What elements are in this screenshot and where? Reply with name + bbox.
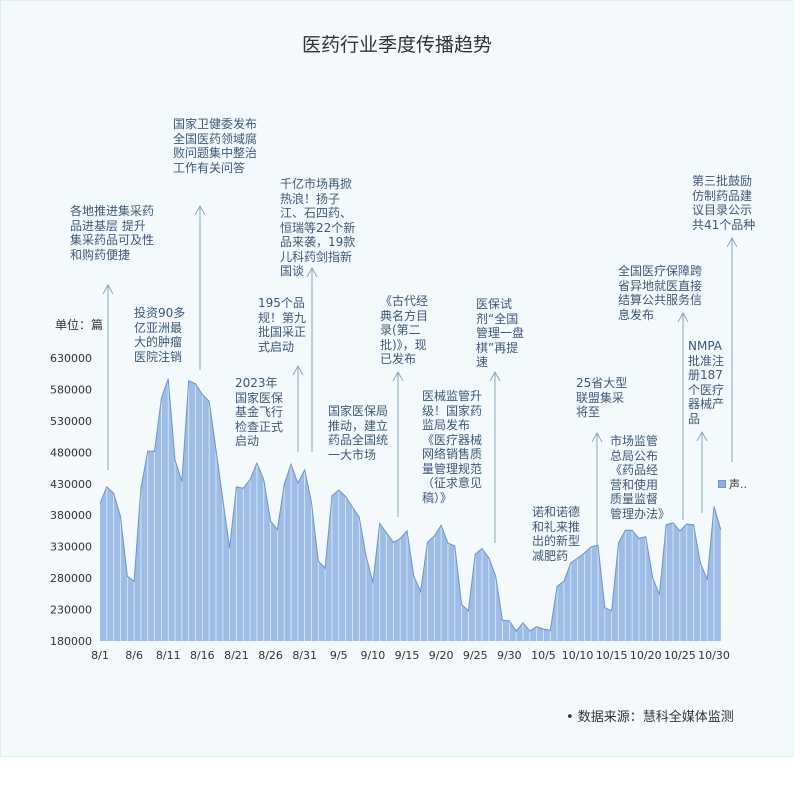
- legend-swatch: [718, 480, 726, 488]
- arrow-up-icon: [306, 266, 318, 278]
- chart-title: 医药行业季度传播趋势: [301, 34, 492, 56]
- x-tick-label: 10/15: [596, 649, 628, 662]
- arrow-up-icon: [292, 364, 304, 376]
- x-tick-label: 9/5: [330, 649, 348, 662]
- annotation-text: 195个品规！第九批国采正式启动: [258, 296, 307, 354]
- y-tick-label: 430000: [50, 478, 92, 491]
- annotation-text: 市场监管总局公布《药品经营和使用质量监督管理办法》: [610, 434, 671, 521]
- x-tick-label: 10/20: [630, 649, 662, 662]
- annotation-text: NMPA批准注册187个医疗器械产品: [688, 339, 725, 426]
- legend-label: 声..: [729, 478, 747, 491]
- unit-label: 单位：篇: [55, 318, 104, 332]
- annotation-text: 国家卫健委发布全国医药领域腐败问题集中整治工作有关问答: [173, 117, 258, 175]
- annotation-text: 诺和诺德和礼来推出的新型减肥药: [532, 505, 581, 563]
- annotation-text: 医械监管升级！国家药监局发布《医疗器械网络销售质量管理规范（征求意见稿）》: [422, 389, 483, 505]
- x-tick-label: 9/15: [395, 649, 420, 662]
- x-tick-label: 10/10: [562, 649, 594, 662]
- area-fill: [100, 378, 721, 641]
- x-tick-label: 9/30: [497, 649, 522, 662]
- annotation-text: 25省大型联盟集采将至: [576, 376, 628, 419]
- y-tick-label: 380000: [50, 509, 92, 522]
- annotation-text: 各地推进集采药品进基层 提升集采药品可及性和购药便捷: [70, 204, 155, 262]
- arrow-up-icon: [392, 370, 404, 382]
- annotation-text: 国家医保局推动，建立药品全国统一大市场: [328, 404, 389, 462]
- x-tick-label: 8/26: [258, 649, 283, 662]
- x-tick-label: 10/25: [664, 649, 696, 662]
- y-tick-label: 480000: [50, 446, 92, 459]
- x-tick-label: 8/11: [156, 649, 181, 662]
- y-tick-label: 580000: [50, 383, 92, 396]
- x-tick-label: 9/25: [463, 649, 488, 662]
- x-tick-label: 10/5: [531, 649, 556, 662]
- y-tick-label: 630000: [50, 352, 92, 365]
- series-line: [99, 378, 722, 632]
- x-tick-label: 9/10: [361, 649, 386, 662]
- arrow-up-icon: [102, 283, 114, 295]
- annotation-text: 投资90多亿亚洲最大的肿瘤医院注销: [134, 306, 186, 364]
- y-tick-label: 280000: [50, 572, 92, 585]
- arrow-up-icon: [591, 431, 603, 443]
- y-tick-label: 180000: [50, 635, 92, 648]
- annotation-text: 医保试剂“全国管理一盘棋”再提速: [476, 297, 525, 369]
- annotation-text: 第三批鼓励仿制药品建议目录公示共41个品种: [692, 174, 756, 232]
- y-tick-label: 230000: [50, 604, 92, 617]
- arrow-up-icon: [489, 370, 501, 382]
- annotation-text: 2023年国家医保基金飞行检查正式启动: [235, 376, 284, 448]
- x-tick-label: 8/21: [224, 649, 249, 662]
- x-tick-label: 8/31: [292, 649, 317, 662]
- arrow-up-icon: [726, 236, 738, 248]
- x-tick-label: 9/20: [429, 649, 454, 662]
- legend[interactable]: 声..: [718, 476, 747, 492]
- x-tick-label: 8/16: [190, 649, 215, 662]
- annotation-text: 《古代经典名方目录(第二批)》，现已发布: [380, 294, 429, 366]
- annotation-text: 千亿市场再掀热浪！扬子江、石四药、恒瑞等22个新品来袭，19款儿科药剑指新国谈: [280, 177, 356, 278]
- annotation-text: 全国医疗保障跨省异地就医直接结算公共服务信息发布: [618, 264, 703, 322]
- x-tick-label: 8/1: [91, 649, 109, 662]
- arrow-up-icon: [696, 430, 708, 442]
- arrow-up-icon: [194, 204, 206, 216]
- arrow-up-icon: [677, 311, 689, 323]
- x-tick-label: 10/30: [698, 649, 730, 662]
- data-source: • 数据来源：慧科全媒体监测: [566, 710, 734, 725]
- y-tick-label: 330000: [50, 541, 92, 554]
- x-tick-label: 8/6: [125, 649, 143, 662]
- y-tick-label: 530000: [50, 415, 92, 428]
